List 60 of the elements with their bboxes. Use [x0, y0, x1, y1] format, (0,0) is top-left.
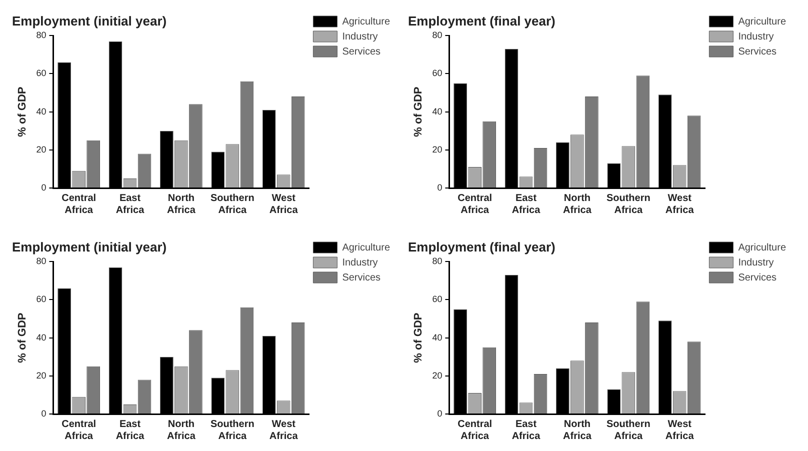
legend-label: Agriculture [342, 16, 390, 28]
y-tick-label: 40 [432, 332, 442, 342]
y-tick-label: 80 [432, 256, 442, 266]
x-tick-label: East Africa [116, 192, 145, 216]
chart-title: Employment (final year) [408, 239, 556, 254]
x-tick-label: East Africa [512, 192, 541, 216]
legend-label: Industry [342, 257, 378, 268]
legend-label: Industry [738, 31, 774, 42]
x-tick-label: Central Africa [458, 192, 492, 216]
y-tick-label: 20 [432, 370, 442, 380]
legend-label: Agriculture [738, 16, 786, 28]
y-tick-label: 0 [41, 408, 46, 418]
y-axis-title: % of GDP [16, 312, 29, 363]
y-tick-label: 40 [36, 332, 46, 342]
x-tick-label: West Africa [269, 418, 298, 442]
y-tick-label: 0 [437, 182, 442, 192]
legend-label: Industry [738, 257, 774, 268]
x-tick-label: North Africa [563, 192, 592, 216]
legend-label: Services [738, 46, 777, 58]
x-tick-label: Central Africa [458, 418, 492, 442]
legend-label: Agriculture [342, 242, 390, 254]
y-tick-label: 40 [432, 106, 442, 116]
x-tick-label: West Africa [665, 418, 694, 442]
y-axis-title: % of GDP [412, 312, 425, 363]
y-tick-label: 80 [432, 30, 442, 40]
x-tick-label: Central Africa [62, 418, 96, 442]
x-tick-label: Southern Africa [606, 418, 650, 442]
y-axis-title: % of GDP [412, 86, 425, 137]
y-tick-label: 20 [432, 144, 442, 154]
x-tick-label: Southern Africa [606, 192, 650, 216]
x-tick-label: North Africa [167, 192, 196, 216]
x-tick-label: East Africa [512, 418, 541, 442]
x-tick-label: North Africa [563, 418, 592, 442]
y-tick-label: 80 [36, 256, 46, 266]
chart-title: Employment (initial year) [12, 13, 167, 28]
y-tick-label: 20 [36, 144, 46, 154]
x-tick-label: Southern Africa [210, 418, 254, 442]
y-tick-label: 60 [432, 294, 442, 304]
y-tick-label: 60 [432, 68, 442, 78]
x-tick-label: Central Africa [62, 192, 96, 216]
legend-label: Services [738, 272, 777, 284]
x-tick-label: North Africa [167, 418, 196, 442]
legend-label: Services [342, 272, 381, 284]
x-tick-label: East Africa [116, 418, 145, 442]
legend-label: Industry [342, 31, 378, 42]
x-tick-label: Southern Africa [210, 192, 254, 216]
y-tick-label: 0 [41, 182, 46, 192]
legend-label: Agriculture [738, 242, 786, 254]
x-tick-label: West Africa [269, 192, 298, 216]
y-tick-label: 20 [36, 370, 46, 380]
y-axis-title: % of GDP [16, 86, 29, 137]
y-tick-label: 60 [36, 68, 46, 78]
y-tick-label: 40 [36, 106, 46, 116]
legend-label: Services [342, 46, 381, 58]
y-tick-label: 60 [36, 294, 46, 304]
y-tick-label: 0 [437, 408, 442, 418]
y-tick-label: 80 [36, 30, 46, 40]
chart-title: Employment (final year) [408, 13, 556, 28]
x-tick-label: West Africa [665, 192, 694, 216]
chart-title: Employment (initial year) [12, 239, 167, 254]
